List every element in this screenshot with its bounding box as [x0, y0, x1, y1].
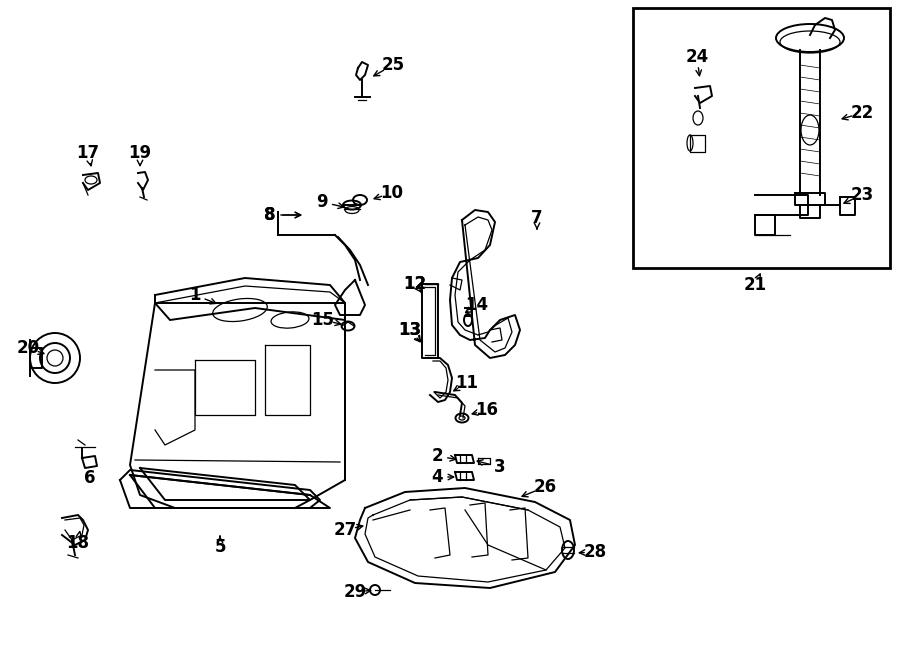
Text: 28: 28 — [583, 543, 607, 561]
Text: 4: 4 — [431, 468, 443, 486]
Text: 15: 15 — [311, 311, 335, 329]
Text: 24: 24 — [686, 48, 708, 66]
Text: 21: 21 — [743, 276, 767, 294]
Text: 8: 8 — [265, 206, 275, 224]
Text: 7: 7 — [531, 209, 543, 227]
Text: 6: 6 — [85, 469, 95, 487]
Text: 1: 1 — [189, 286, 201, 304]
Text: 18: 18 — [67, 534, 89, 552]
Text: 5: 5 — [214, 538, 226, 556]
Text: 14: 14 — [465, 296, 489, 314]
Text: 26: 26 — [534, 478, 556, 496]
Text: 3: 3 — [494, 458, 506, 476]
Text: 27: 27 — [333, 521, 356, 539]
Text: 8: 8 — [265, 206, 275, 224]
Text: 9: 9 — [316, 193, 328, 211]
Text: 2: 2 — [431, 447, 443, 465]
Text: 11: 11 — [455, 374, 479, 392]
Text: 13: 13 — [399, 321, 421, 339]
Text: 13: 13 — [399, 321, 421, 339]
Text: 16: 16 — [475, 401, 499, 419]
Text: 22: 22 — [850, 104, 874, 122]
Text: 17: 17 — [76, 144, 100, 162]
Text: 12: 12 — [403, 275, 427, 293]
Text: 10: 10 — [381, 184, 403, 202]
Text: 20: 20 — [16, 339, 40, 357]
Text: 23: 23 — [850, 186, 874, 204]
Bar — [633, 8, 890, 268]
Text: 19: 19 — [129, 144, 151, 162]
Text: 25: 25 — [382, 56, 405, 74]
Text: 29: 29 — [344, 583, 366, 601]
Text: 12: 12 — [403, 275, 427, 293]
